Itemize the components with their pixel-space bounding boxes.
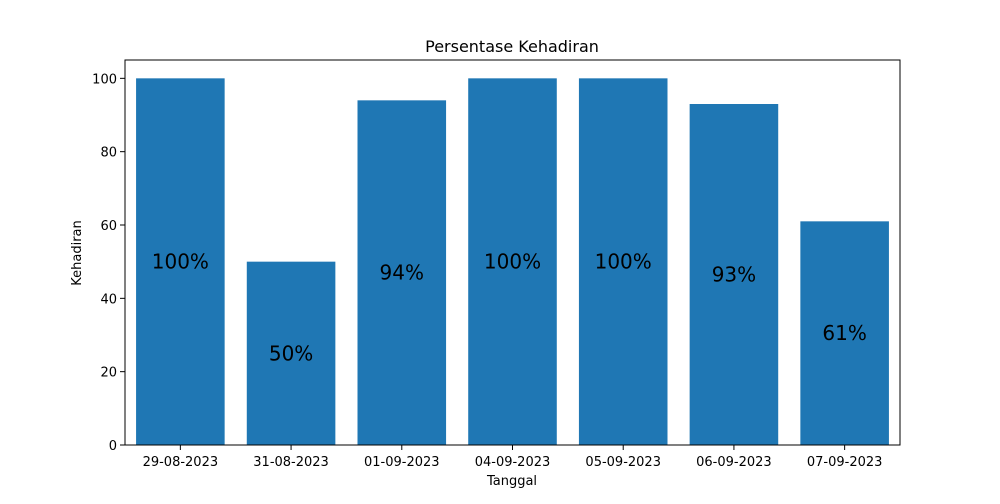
data-label-06-09-2023: 93% (712, 263, 756, 287)
y-tick-label-0: 0 (109, 439, 117, 454)
x-tick-label-29-08-2023: 29-08-2023 (143, 455, 219, 470)
data-label-31-08-2023: 50% (269, 341, 313, 365)
chart-title: Persentase Kehadiran (425, 37, 599, 56)
y-axis-label: Kehadiran (70, 220, 85, 286)
bar-07-09-2023 (800, 221, 889, 445)
x-tick-label-31-08-2023: 31-08-2023 (253, 455, 329, 470)
bar-05-09-2023 (578, 78, 668, 445)
bar-06-09-2023 (689, 104, 779, 445)
data-label-05-09-2023: 100% (595, 250, 652, 274)
x-axis-label: Tanggal (486, 474, 537, 489)
y-tick-label-100: 100 (92, 72, 117, 87)
bar-04-09-2023 (468, 78, 557, 445)
axes-layer: 29-08-2023 31-08-2023 01-09-2023 04-09-2023… (92, 59, 901, 470)
x-tick-label-01-09-2023: 01-09-2023 (364, 455, 440, 470)
bars-layer: 100% 50% 94% 100% 100% 93% 61% (136, 78, 889, 445)
bar-31-08-2023 (246, 261, 336, 445)
data-label-04-09-2023: 100% (484, 250, 541, 274)
x-tick-label-04-09-2023: 04-09-2023 (475, 455, 551, 470)
bar-01-09-2023 (357, 100, 447, 445)
x-tick-label-05-09-2023: 05-09-2023 (585, 455, 661, 470)
data-label-07-09-2023: 61% (822, 321, 866, 345)
x-tick-label-06-09-2023: 06-09-2023 (696, 455, 772, 470)
y-tick-label-60: 60 (100, 219, 117, 234)
y-tick-label-80: 80 (100, 146, 117, 161)
bar-29-08-2023 (136, 78, 225, 445)
data-label-01-09-2023: 94% (380, 261, 424, 285)
data-label-29-08-2023: 100% (152, 250, 209, 274)
y-tick-label-40: 40 (100, 292, 117, 307)
x-tick-label-07-09-2023: 07-09-2023 (807, 455, 883, 470)
y-tick-label-20: 20 (100, 366, 117, 381)
